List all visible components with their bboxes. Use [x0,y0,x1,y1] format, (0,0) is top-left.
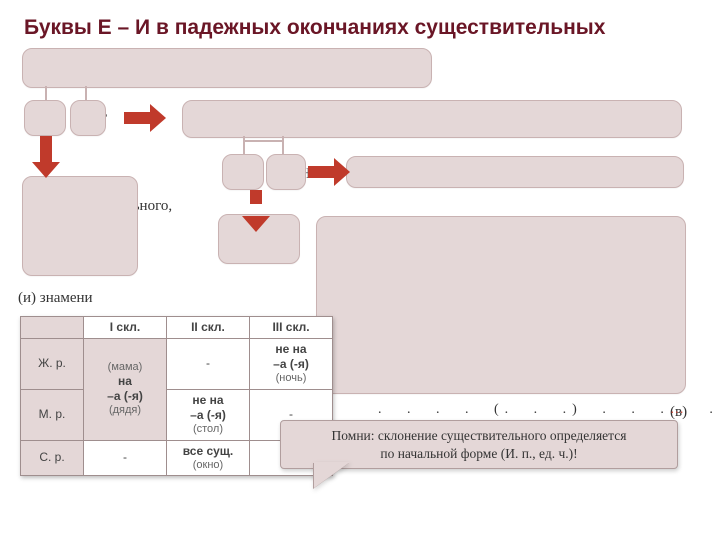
tbl-r2-c2-sub: (стол) [173,423,243,437]
box-big-right [316,216,686,394]
box-big-left [22,176,138,276]
conn-top-right [85,86,87,100]
box-right-lower [346,156,684,188]
tbl-r1-c3: не на –а (-я) (ночь) [250,339,333,390]
box-right-upper [182,100,682,138]
tbl-corner [21,317,84,339]
bgtext-znameni: (и) знамени [18,290,93,307]
conn-mid-l [243,136,245,154]
tbl-r1-c2: - [167,339,250,390]
arrow-down-mid [250,190,262,204]
conn-mid-r [282,136,284,154]
slide-root: Т ИЕ? НЕ тельного, (и) знамени и (в) Бук… [0,0,720,540]
tbl-r3-c2-sub: (окно) [173,459,243,473]
box-top [22,48,432,88]
tbl-r3-label: С. р. [21,440,84,476]
tbl-r2-c2-top: не на [192,393,223,407]
reminder-bubble-tail [314,462,350,488]
arrow-right-lower [308,166,334,178]
tbl-r1-c3-top: не на [275,342,306,356]
bubble-line1: Помни: склонение существительного опреде… [299,427,659,445]
tbl-r3-c1: - [84,440,167,476]
tbl-r1-label: Ж. р. [21,339,84,390]
tbl-r1-c1-bot: –а (-я) [107,389,143,403]
arrow-right-upper [124,112,150,124]
tbl-r1-c3-mid: –а (-я) [273,357,309,371]
bgtext-redline: . . . . (. . .) . . .… . . .… . . . . . … [378,402,720,418]
box-small-left [24,100,66,136]
tbl-r1-c1-top: (мама) [90,361,160,375]
page-title: Буквы Е – И в падежных окончаниях сущест… [24,16,605,40]
tbl-r1-c1-mid: на [118,374,132,388]
conn-top-left [45,86,47,100]
bubble-line2: по начальной форме (И. п., ед. ч.)! [299,445,659,463]
box-small-right [70,100,106,136]
tbl-h2: II скл. [167,317,250,339]
tbl-r1-c1: (мама) на –а (-я) (дядя) [84,339,167,441]
box-mid-left [222,154,264,190]
arrow-down-left [40,136,52,162]
tbl-r3-c2-top: все сущ. [183,444,234,458]
tbl-r2-label: М. р. [21,389,84,440]
tbl-r1-c3-sub: (ночь) [256,372,326,386]
tbl-h1: I скл. [84,317,167,339]
tbl-h3: III скл. [250,317,333,339]
box-mid-right [266,154,306,190]
conn-mid-h [243,140,283,142]
tbl-r1-c1-sub: (дядя) [90,404,160,418]
tbl-r2-c2-mid: –а (-я) [190,408,226,422]
tbl-r3-c2: все сущ. (окно) [167,440,250,476]
tbl-r2-c2: не на –а (-я) (стол) [167,389,250,440]
